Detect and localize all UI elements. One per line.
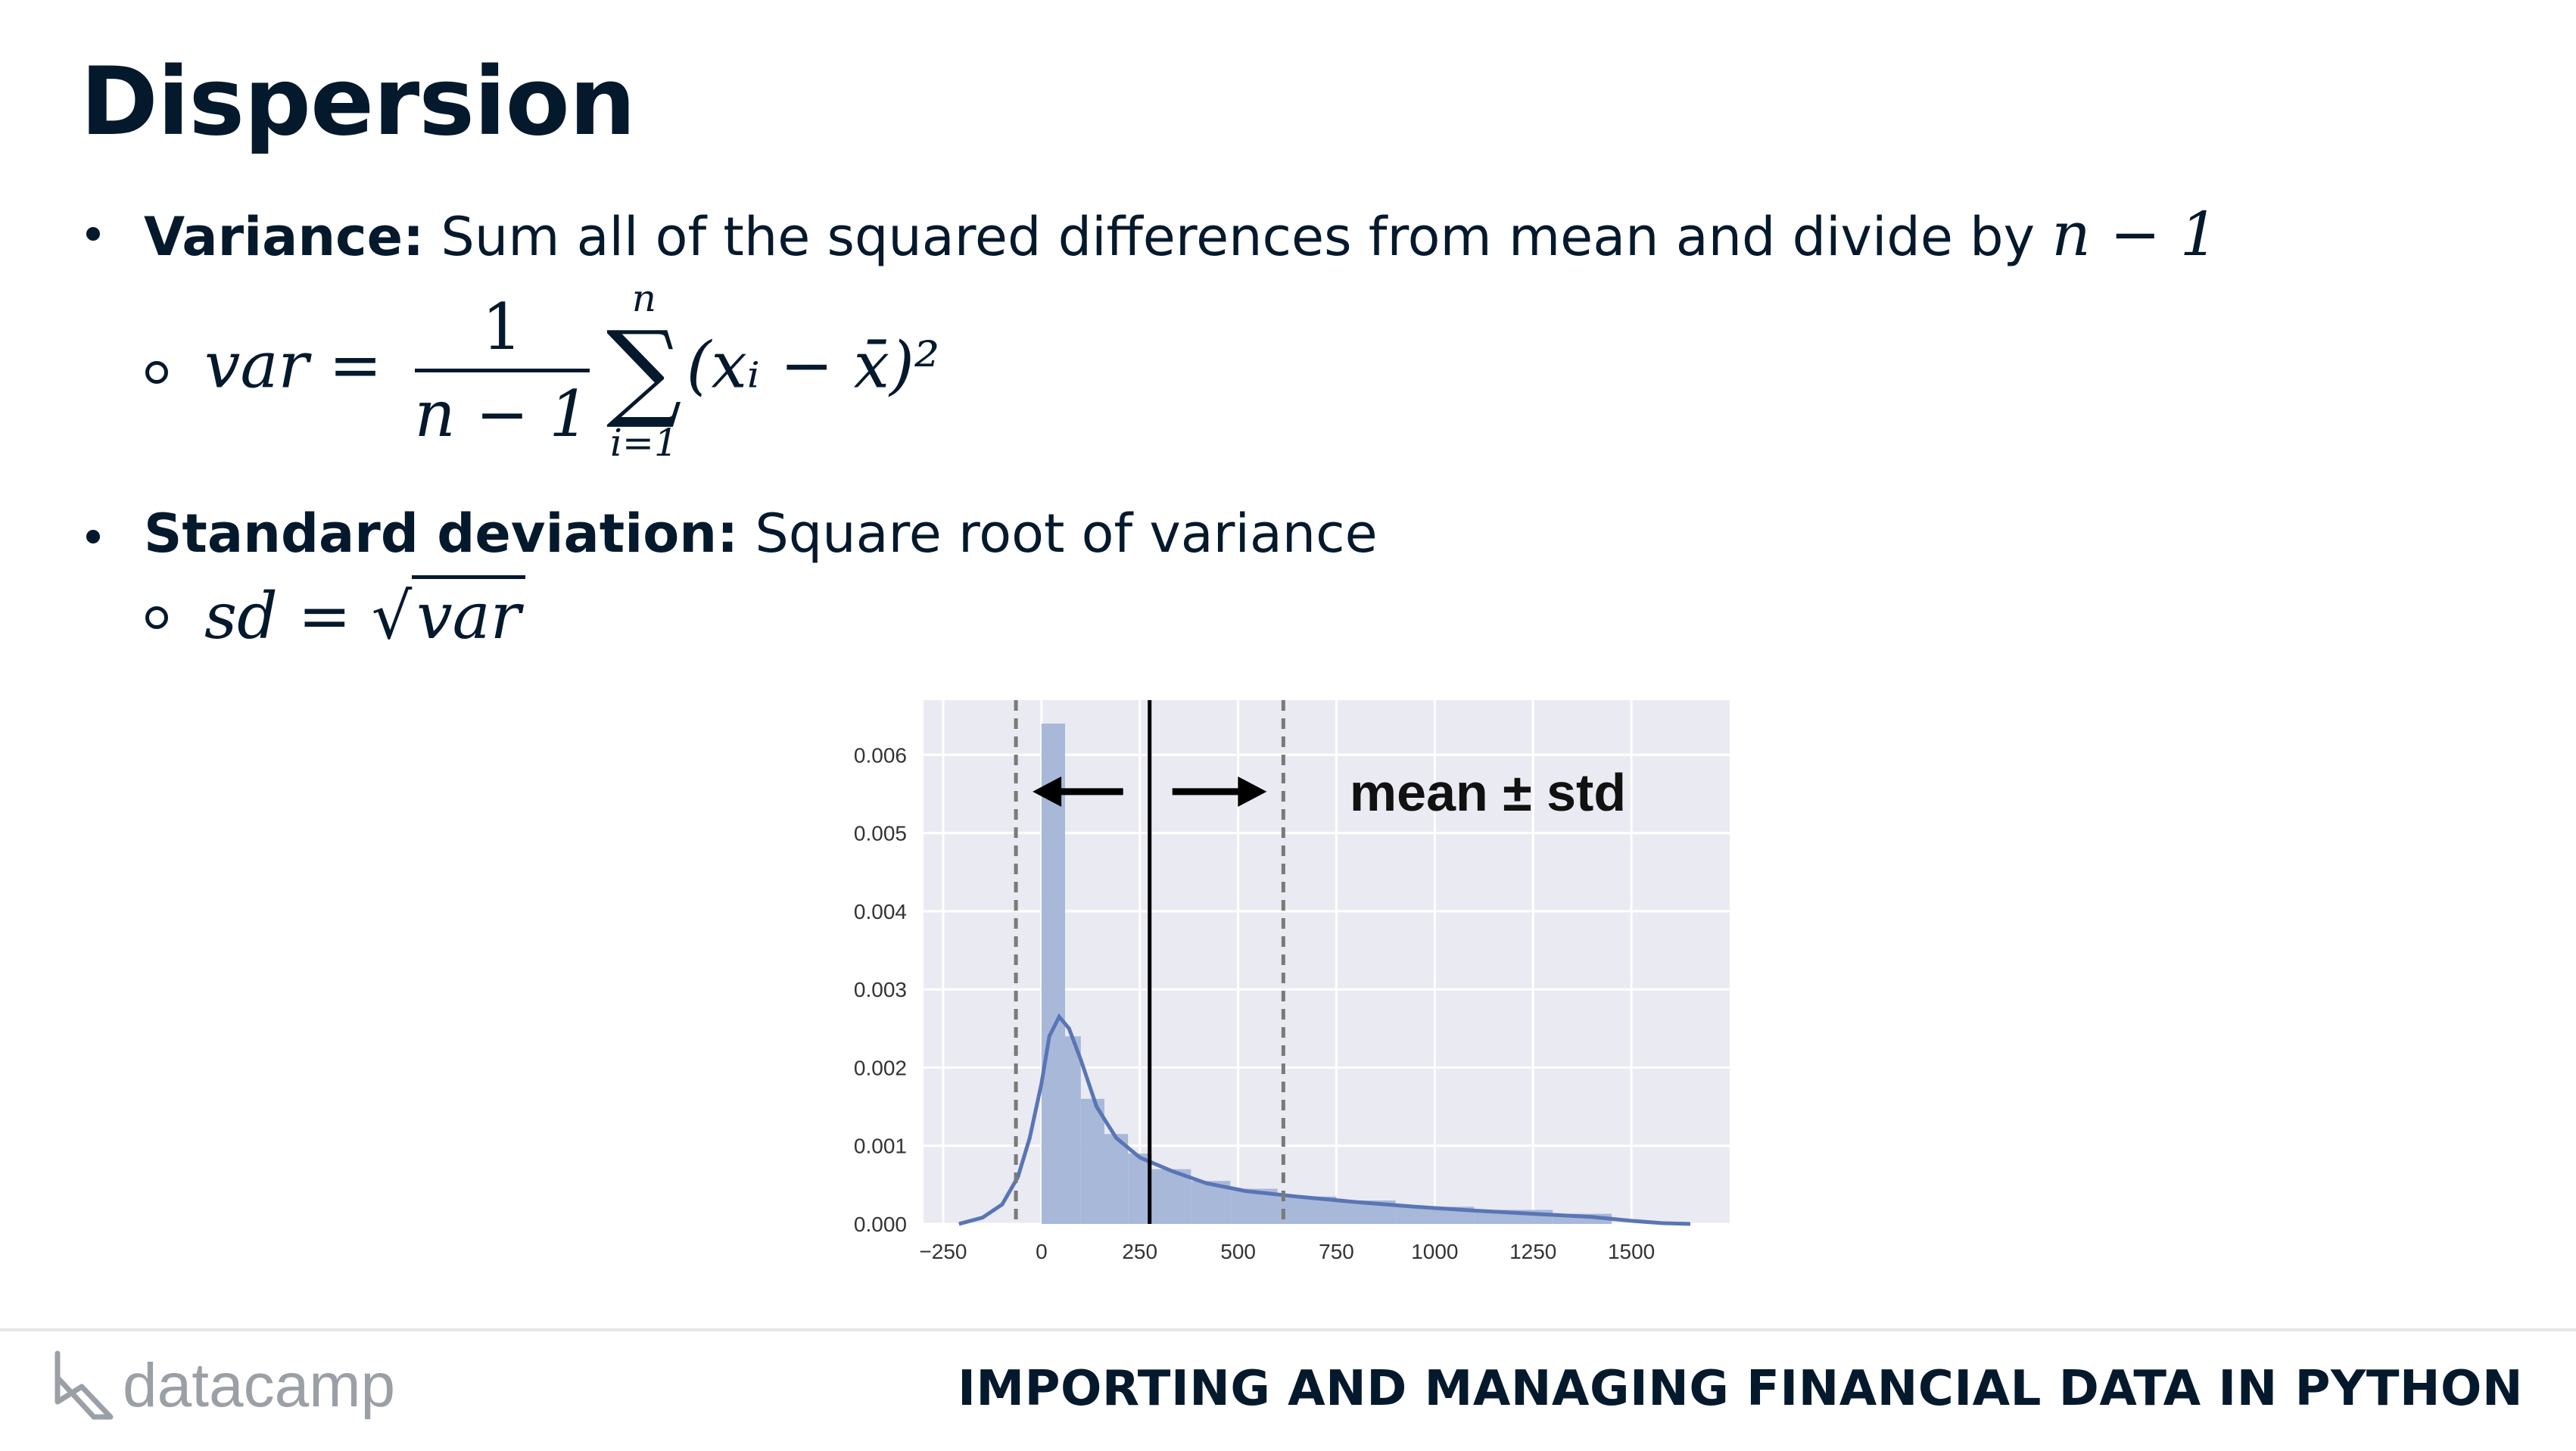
y-tick-label: 0.004 [854, 900, 907, 923]
variance-formula: var = 1 n − 1 n ∑ i=1 (xᵢ − x̄)² [145, 276, 940, 465]
arrow-left-head [1033, 776, 1062, 807]
bullet-variance-text: Sum all of the squared differences from … [424, 206, 2052, 268]
x-tick-label: 1500 [1608, 1240, 1655, 1263]
summation: n ∑ i=1 [606, 276, 682, 465]
x-tick-label: 750 [1319, 1240, 1354, 1263]
sd-eq: = [297, 579, 351, 653]
sum-lower-limit: i=1 [609, 421, 678, 465]
x-tick-label: 500 [1220, 1240, 1256, 1263]
sd-lhs: sd [204, 579, 278, 653]
x-tick-label: −250 [919, 1240, 967, 1263]
histogram-bar [1151, 1169, 1191, 1224]
y-tick-label: 0.003 [854, 978, 907, 1001]
kde-curve [958, 1013, 1691, 1226]
y-tick-label: 0.002 [854, 1056, 907, 1079]
chart-svg: mean ± std 0.000 0.001 0.002 0.003 0.004 0.005… [854, 700, 1730, 1263]
arrow-right-head [1238, 776, 1267, 807]
bullet-std-text: Square root of variance [738, 503, 1378, 565]
footer-divider [0, 1328, 2576, 1331]
bullet-variance-math: n − 1 [2051, 199, 2219, 269]
variance-lhs: var [204, 328, 309, 403]
course-title: IMPORTING AND MANAGING FINANCIAL DATA IN… [958, 1361, 2523, 1417]
datacamp-logo-text: datacamp [123, 1351, 395, 1420]
variance-eq: = [329, 328, 382, 403]
x-tick-label: 0 [1036, 1240, 1048, 1263]
distribution-chart: mean ± std 0.000 0.001 0.002 0.003 0.004 0.005… [821, 685, 1752, 1291]
variance-denominator: n − 1 [414, 377, 590, 451]
histogram-bar [1041, 723, 1066, 1224]
x-tick-label: 1250 [1509, 1240, 1556, 1263]
bullet-variance: Variance: Sum all of the squared differe… [86, 204, 2219, 268]
sigma-symbol: ∑ [606, 309, 682, 432]
bullet-variance-term: Variance: [144, 206, 425, 268]
sum-upper-limit: n [631, 276, 656, 320]
datacamp-logo: datacamp [48, 1347, 442, 1431]
variance-fraction: 1 n − 1 [414, 290, 590, 451]
sd-radicand: var [412, 575, 525, 653]
sqrt-symbol: √ [371, 579, 413, 653]
y-tick-label: 0.001 [854, 1135, 907, 1158]
sd-formula: sd = √var [145, 575, 525, 653]
x-tick-label: 1000 [1411, 1240, 1458, 1263]
bullet-std-term: Standard deviation: [144, 503, 739, 565]
variance-summand: (xᵢ − x̄)² [686, 328, 940, 403]
y-tick-label: 0.000 [854, 1213, 907, 1236]
x-tick-label: 250 [1122, 1240, 1157, 1263]
histogram-bar [1128, 1154, 1152, 1224]
y-tick-label: 0.005 [854, 822, 907, 845]
histogram-bar [1104, 1134, 1129, 1224]
histogram-bar [1080, 1098, 1104, 1224]
slide-title: Dispersion [80, 48, 636, 157]
variance-numerator: 1 [414, 290, 590, 372]
histogram-bar [1065, 1036, 1081, 1224]
datacamp-logo-icon [55, 1350, 114, 1420]
annotation-label: mean ± std [1350, 763, 1626, 822]
y-tick-label: 0.006 [854, 743, 907, 767]
bullet-std: Standard deviation: Square root of varia… [86, 507, 1378, 560]
